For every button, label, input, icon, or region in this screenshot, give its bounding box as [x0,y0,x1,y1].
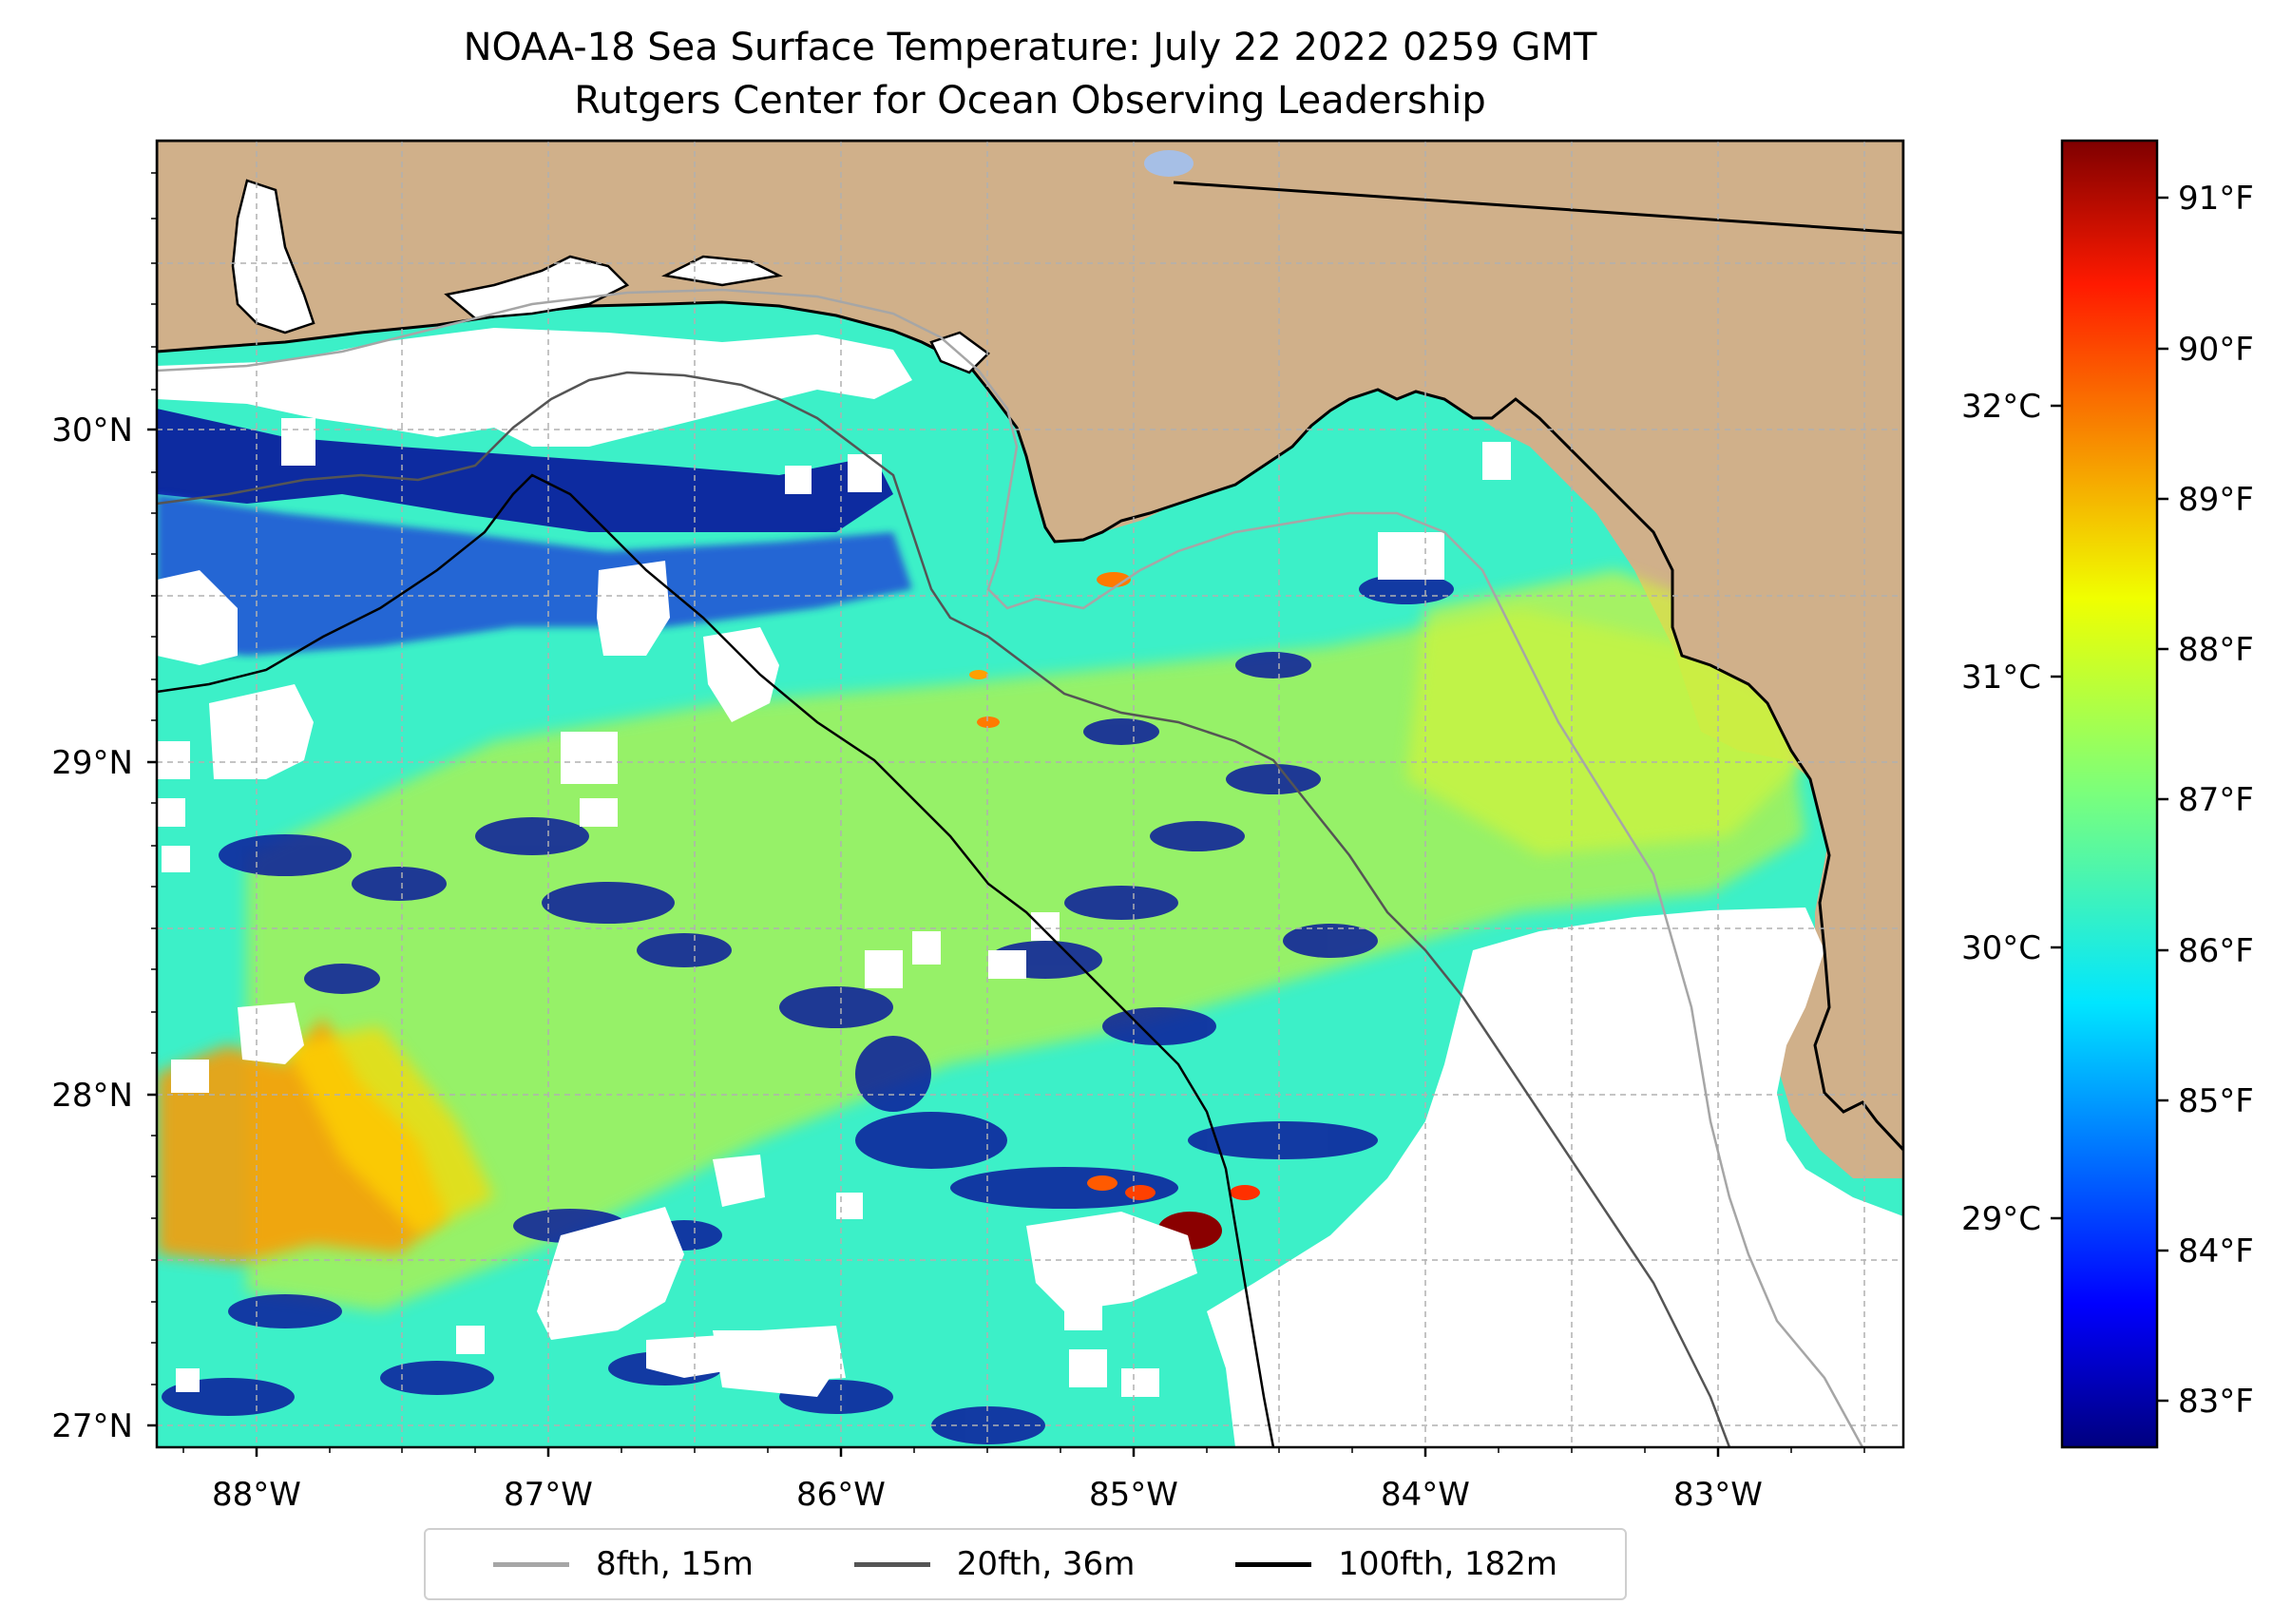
map-frame [155,139,1905,1449]
lon-label-83w: 83°W [1673,1476,1763,1514]
lat-label-28n: 28°N [51,1077,133,1115]
colorbar-label-84f: 84°F [2178,1232,2254,1271]
legend-swatch-100fth [1235,1561,1312,1567]
cold-coastal-band-2 [157,494,912,656]
legend-item-20fth: 20fth, 36m [853,1545,1136,1583]
colorbar-label-89f: 89°F [2178,481,2254,519]
state-border [1173,181,1903,235]
colorbar-label-30c: 30°C [1961,929,2041,967]
land-coastline [157,141,1903,1153]
cloud-mask [157,328,1903,1447]
map-area [157,141,1903,1447]
cold-coastal-band [157,409,893,532]
legend-swatch-20fth [853,1561,930,1567]
gridlines [157,141,1903,1447]
colorbar-label-86f: 86°F [2178,932,2254,970]
legend-label-8fth: 8fth, 15m [595,1545,754,1583]
lat-ticks [147,428,157,1427]
contour-20fth [157,371,1731,1447]
lat-label-29n: 29°N [51,744,133,782]
colorbar-label-83f: 83°F [2178,1383,2254,1421]
colorbar-label-29c: 29°C [1961,1200,2041,1238]
lon-ticks [255,1447,1720,1457]
lon-label-86w: 86°W [796,1476,886,1514]
sst-hot-spot-yellow [285,1026,494,1235]
lat-minor-ticks [151,172,157,1385]
lake [1144,150,1194,177]
colorbar-label-90f: 90°F [2178,331,2254,369]
lon-label-85w: 85°W [1089,1476,1178,1514]
lon-label-84w: 84°W [1381,1476,1470,1514]
lat-label-30n: 30°N [51,411,133,449]
colorbar-label-87f: 87°F [2178,781,2254,819]
colorbar-label-88f: 88°F [2178,631,2254,669]
legend-item-100fth: 100fth, 182m [1235,1545,1557,1583]
lat-label-27n: 27°N [51,1407,133,1445]
lon-label-87w: 87°W [504,1476,593,1514]
colorbar-label-32c: 32°C [1961,388,2041,426]
chart-title: NOAA-18 Sea Surface Temperature: July 22… [463,26,1597,69]
chart-subtitle: Rutgers Center for Ocean Observing Leade… [574,79,1486,123]
sst-hot-spot [157,1017,447,1264]
legend-label-100fth: 100fth, 182m [1338,1545,1558,1583]
legend-label-20fth: 20fth, 36m [956,1545,1136,1583]
legend-swatch-8fth [492,1561,569,1567]
colorbar-f-ticks [2157,196,2168,1403]
lon-minor-ticks [182,1447,1865,1453]
contour-8fth [157,288,1864,1447]
colorbar-label-31c: 31°C [1961,659,2041,697]
colorbar [2060,139,2159,1449]
contour-100fth [157,473,1275,1447]
colorbar-c-ticks [2051,404,2062,1220]
colorbar-label-85f: 85°F [2178,1082,2254,1120]
lon-label-88w: 88°W [212,1476,301,1514]
colorbar-label-91f: 91°F [2178,180,2254,218]
legend-item-8fth: 8fth, 15m [492,1545,754,1583]
contour-legend: 8fth, 15m 20fth, 36m 100fth, 182m [424,1528,1627,1600]
